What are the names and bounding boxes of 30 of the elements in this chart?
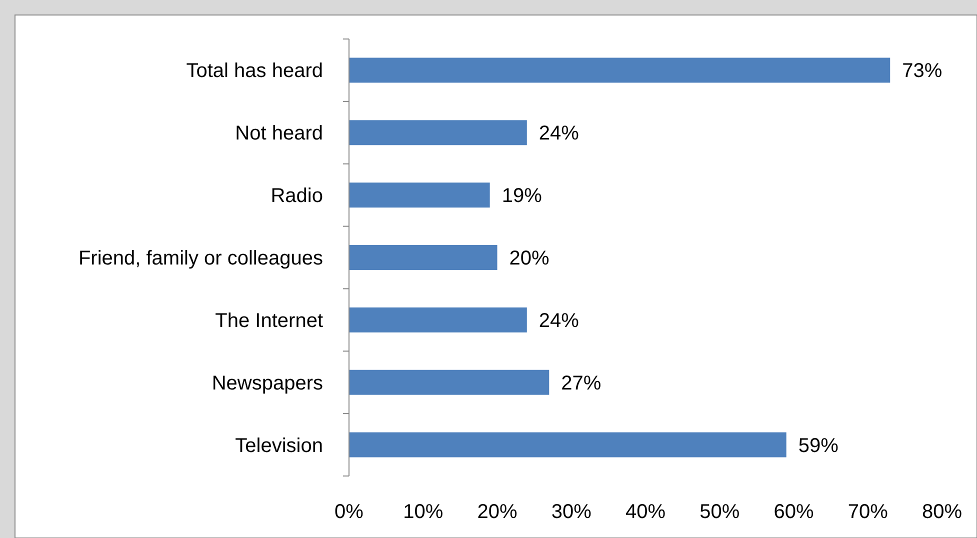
x-tick-label: 50%	[700, 501, 740, 524]
bar	[349, 245, 498, 270]
y-tick-label: Television	[235, 434, 323, 457]
y-tick-label: Not heard	[235, 122, 323, 145]
x-tick-label: 30%	[551, 501, 592, 524]
data-label: 73%	[902, 60, 942, 82]
bar	[349, 120, 527, 146]
data-label: 27%	[561, 372, 602, 394]
x-tick-label: 0%	[334, 501, 364, 524]
y-tick-label: Radio	[270, 185, 323, 208]
x-tick-label: 70%	[848, 501, 888, 524]
bar	[349, 307, 527, 332]
bar	[349, 58, 890, 83]
y-tick-label: Friend, family or colleagues	[78, 248, 323, 270]
x-tick-label: 40%	[625, 501, 666, 524]
data-label: 20%	[509, 248, 550, 270]
data-label: 24%	[538, 310, 580, 332]
bar	[349, 370, 550, 395]
data-label: 24%	[538, 122, 580, 145]
x-tick-label: 60%	[774, 501, 814, 524]
y-tick-label: Total has heard	[186, 60, 323, 82]
x-tick-label: 10%	[403, 501, 444, 524]
x-tick-label: 80%	[922, 501, 962, 524]
data-label: 59%	[798, 434, 839, 457]
y-tick-label: Newspapers	[212, 372, 323, 394]
data-label: 19%	[502, 185, 542, 208]
bar	[349, 432, 786, 458]
x-tick-label: 20%	[477, 501, 518, 524]
bar	[349, 182, 490, 208]
y-tick-label: The Internet	[215, 310, 324, 332]
